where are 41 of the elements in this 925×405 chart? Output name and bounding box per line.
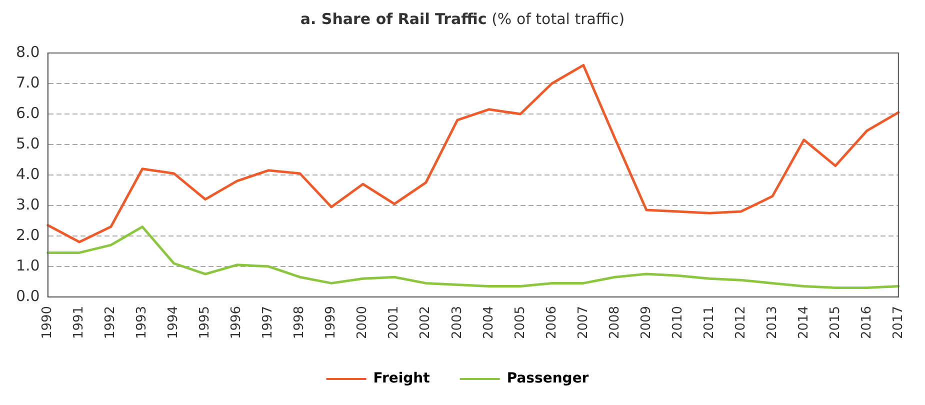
x-tick-label: 1994 [166, 306, 182, 340]
x-tick-label: 1999 [324, 306, 339, 340]
x-tick-label: 2003 [450, 306, 465, 340]
y-tick-label: 7.0 [16, 73, 40, 92]
y-tick-label: 2.0 [16, 226, 40, 244]
y-tick-label: 1.0 [16, 256, 40, 274]
x-tick-label: 2014 [796, 306, 812, 340]
x-tick-label: 2008 [607, 306, 622, 340]
x-tick-label: 2016 [859, 306, 874, 340]
x-tick-label: 1997 [260, 306, 276, 340]
x-tick-label: 2013 [764, 306, 780, 340]
y-tick-label: 5.0 [16, 134, 40, 152]
x-tick-label: 2005 [512, 306, 528, 340]
x-tick-label: 2010 [670, 306, 686, 340]
legend-label: Passenger [506, 370, 589, 387]
x-tick-label: 1990 [40, 306, 56, 340]
x-tick-label: 2001 [386, 306, 402, 340]
x-tick-label: 2015 [828, 306, 843, 340]
chart-subtitle: (% of total traffic) [492, 10, 625, 28]
x-tick-label: 2007 [576, 306, 591, 340]
x-tick-label: 1996 [229, 306, 244, 340]
x-tick-label: 2011 [702, 306, 717, 340]
y-tick-label: 4.0 [16, 164, 40, 183]
x-tick-label: 1993 [134, 306, 150, 340]
x-tick-label: 1992 [103, 306, 118, 340]
y-tick-label: 6.0 [16, 104, 40, 122]
y-tick-label: 3.0 [16, 195, 40, 214]
x-tick-label: 2002 [418, 306, 434, 340]
x-tick-label: 1995 [198, 306, 213, 340]
x-tick-label: 2009 [638, 306, 654, 340]
x-tick-label: 2017 [890, 306, 906, 340]
y-tick-label: 0.0 [16, 286, 40, 305]
legend-label: Freight [373, 370, 430, 387]
chart-title: a. Share of Rail Traffic [300, 10, 487, 28]
x-tick-label: 2006 [544, 306, 560, 340]
x-tick-label: 2004 [481, 306, 496, 340]
x-tick-label: 2012 [733, 306, 748, 340]
x-tick-label: 2000 [355, 306, 370, 340]
y-tick-label: 8.0 [16, 42, 40, 61]
x-tick-label: 1998 [292, 306, 308, 340]
x-tick-label: 1991 [72, 306, 87, 340]
